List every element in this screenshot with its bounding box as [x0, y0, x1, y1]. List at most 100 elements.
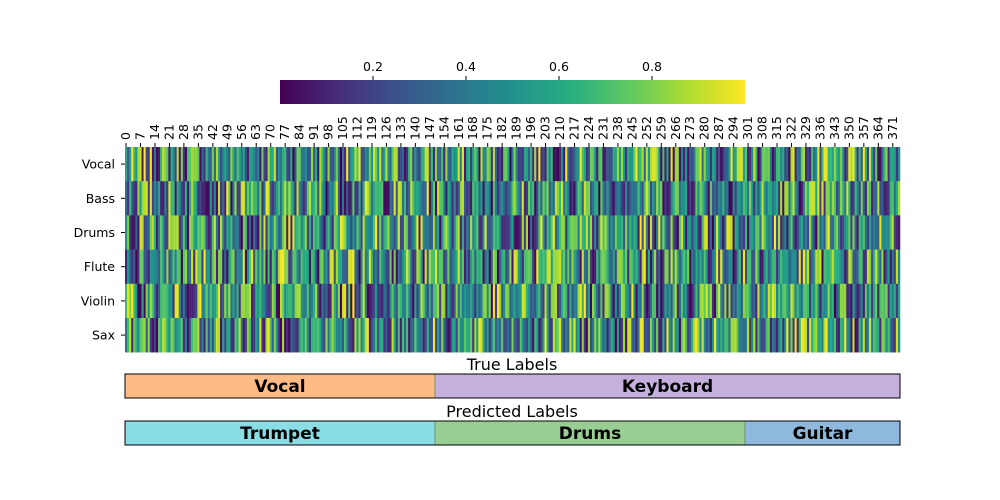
heatmap-cell	[753, 215, 756, 250]
heatmap-cell	[517, 283, 520, 319]
heatmap-cell	[430, 283, 434, 319]
heatmap-cell	[435, 215, 438, 250]
heatmap-cell	[263, 249, 266, 285]
heatmap-cell	[304, 249, 308, 285]
heatmap-cell	[125, 181, 128, 216]
heatmap-cell	[835, 249, 839, 285]
heatmap-cell	[273, 249, 277, 285]
heatmap-cell	[366, 147, 370, 182]
heatmap-cell	[160, 181, 163, 216]
heatmap-cell	[228, 181, 231, 216]
heatmap-cell	[583, 318, 587, 353]
heatmap-cell	[474, 215, 477, 250]
heatmap-cell	[319, 283, 322, 319]
heatmap-cell	[459, 181, 463, 216]
heatmap-cell	[687, 283, 690, 319]
heatmap-cell	[761, 283, 764, 319]
heatmap-cell	[649, 181, 653, 216]
heatmap-cell	[441, 215, 444, 250]
heatmap-cell	[507, 147, 510, 182]
heatmap-cell	[331, 181, 334, 216]
heatmap-cell	[375, 318, 378, 353]
heatmap-cell	[540, 318, 543, 353]
heatmap-cell	[284, 318, 287, 353]
heatmap-cell	[182, 283, 186, 319]
heatmap-cell	[544, 318, 547, 353]
heatmap-cell	[670, 147, 673, 182]
heatmap-cell	[641, 215, 644, 250]
heatmap-cell	[776, 181, 779, 216]
heatmap-cell	[629, 249, 632, 285]
heatmap-cell	[821, 318, 824, 353]
heatmap-cell	[298, 249, 301, 285]
heatmap-cell	[579, 215, 582, 250]
heatmap-cell	[505, 249, 508, 285]
heatmap-cell	[517, 147, 520, 182]
heatmap-cell	[697, 318, 700, 353]
heatmap-cell	[337, 318, 341, 353]
heatmap-cell	[497, 318, 500, 353]
heatmap-cell	[373, 283, 376, 319]
heatmap-cell	[288, 283, 291, 319]
heatmap-cell	[422, 318, 425, 353]
heatmap-cell	[348, 283, 351, 319]
heatmap-cell	[833, 318, 837, 353]
row-label-sax: Sax	[92, 328, 115, 343]
heatmap-cell	[497, 249, 500, 285]
heatmap-cell	[654, 215, 657, 250]
heatmap-cell	[602, 181, 605, 216]
heatmap-cell	[468, 318, 471, 353]
heatmap-cell	[536, 318, 539, 353]
heatmap-cell	[482, 147, 485, 182]
heatmap-cell	[614, 249, 618, 285]
heatmap-cell	[709, 283, 713, 319]
heatmap-cell	[242, 249, 246, 285]
heatmap-cell	[581, 181, 585, 216]
heatmap-cell	[172, 215, 175, 250]
heatmap-cell	[769, 283, 773, 319]
heatmap-cell	[127, 283, 130, 319]
heatmap-cell	[472, 147, 475, 182]
heatmap-cell	[422, 249, 425, 285]
heatmap-cell	[897, 283, 901, 319]
heatmap-cell	[879, 147, 882, 182]
heatmap-cell	[294, 249, 297, 285]
heatmap-cell	[211, 283, 215, 319]
heatmap-cell	[693, 215, 696, 250]
heatmap-cell	[511, 147, 514, 182]
heatmap-cell	[873, 181, 876, 216]
heatmap-cell	[445, 181, 448, 216]
heatmap-cell	[207, 215, 210, 250]
predicted-label-segment-label: Drums	[559, 424, 621, 444]
heatmap-cell	[404, 181, 407, 216]
heatmap-cell	[439, 249, 442, 285]
heatmap-cell	[280, 215, 283, 250]
x-tick-label: 301	[740, 116, 755, 140]
heatmap-cell	[131, 147, 134, 182]
heatmap-cell	[575, 215, 578, 250]
heatmap-cell	[695, 181, 698, 216]
heatmap-cell	[730, 181, 733, 216]
heatmap-cell	[323, 147, 326, 182]
heatmap-cell	[561, 318, 564, 353]
heatmap-cell	[649, 147, 653, 182]
heatmap-cell	[209, 147, 213, 182]
heatmap-cell	[298, 147, 301, 182]
heatmap-cell	[751, 283, 754, 319]
heatmap-cell	[856, 181, 859, 216]
heatmap-cell	[668, 318, 671, 353]
heatmap-cell	[373, 318, 376, 353]
heatmap-cell	[265, 249, 268, 285]
heatmap-cell	[736, 181, 740, 216]
heatmap-cell	[705, 318, 709, 353]
heatmap-cell	[348, 318, 351, 353]
heatmap-cell	[680, 215, 684, 250]
heatmap-cell	[895, 215, 899, 250]
heatmap-cell	[730, 249, 733, 285]
heatmap-cell	[676, 283, 680, 319]
heatmap-cell	[693, 181, 696, 216]
heatmap-cell	[296, 283, 299, 319]
heatmap-cell	[480, 283, 483, 319]
heatmap-cell	[492, 147, 496, 182]
heatmap-cell	[891, 283, 895, 319]
